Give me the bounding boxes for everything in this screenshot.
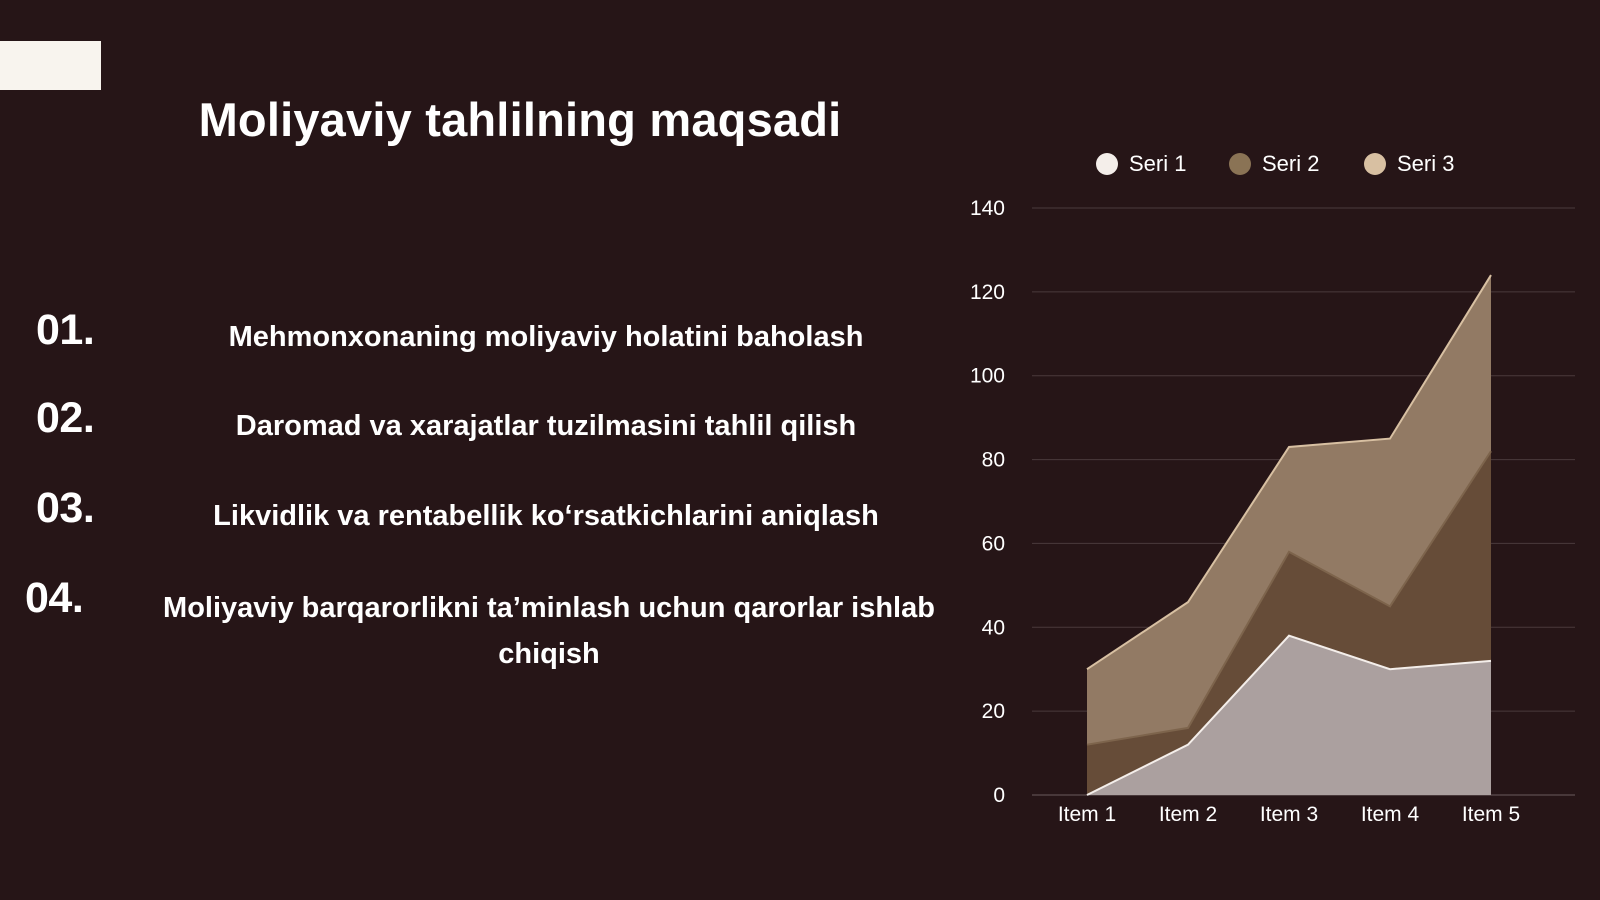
y-tick-label: 100 [970,365,1005,388]
y-tick-label: 40 [982,616,1005,639]
area-series-1 [1087,635,1491,795]
x-tick-label: Item 4 [1361,803,1420,826]
item-number: 01. [36,306,95,354]
legend-marker [1229,153,1251,175]
item-number: 04. [25,574,84,622]
y-tick-label: 120 [970,281,1005,304]
item-text: Moliyaviy barqarorlikni ta’minlash uchun… [163,592,935,670]
x-tick-label: Item 2 [1159,803,1217,826]
series-line-1 [1086,634,1492,796]
legend-marker [1364,153,1386,175]
item-text: Mehmonxonaning moliyaviy holatini bahola… [228,321,864,353]
y-tick-label: 0 [993,784,1005,807]
y-tick-label: 140 [970,197,1005,220]
series-line-3 [1086,274,1492,671]
legend-label: Seri 2 [1262,151,1319,176]
corner-accent-block [0,41,101,90]
x-tick-label: Item 1 [1058,803,1116,826]
item-number: 03. [36,484,95,532]
slide-title: Moliyaviy tahlilning maqsadi [198,93,842,146]
y-tick-label: 80 [982,449,1005,472]
legend-label: Seri 3 [1397,151,1454,176]
y-tick-label: 60 [982,532,1005,555]
legend-marker [1096,153,1118,175]
x-tick-label: Item 5 [1462,803,1520,826]
y-tick-label: 20 [982,700,1005,723]
item-text: Daromad va xarajatlar tuzilmasini tahlil… [235,410,857,442]
item-number: 02. [36,394,95,442]
area-chart: 0 20 40 60 80 100 120 140 Item 1 Item 2 Item 3 Item… [970,151,1575,826]
item-text: Likvidlik va rentabellik ko‘rsatkichlari… [213,500,879,532]
series-line-2 [1086,450,1492,746]
x-tick-label: Item 3 [1260,803,1318,826]
legend-label: Seri 1 [1129,151,1186,176]
